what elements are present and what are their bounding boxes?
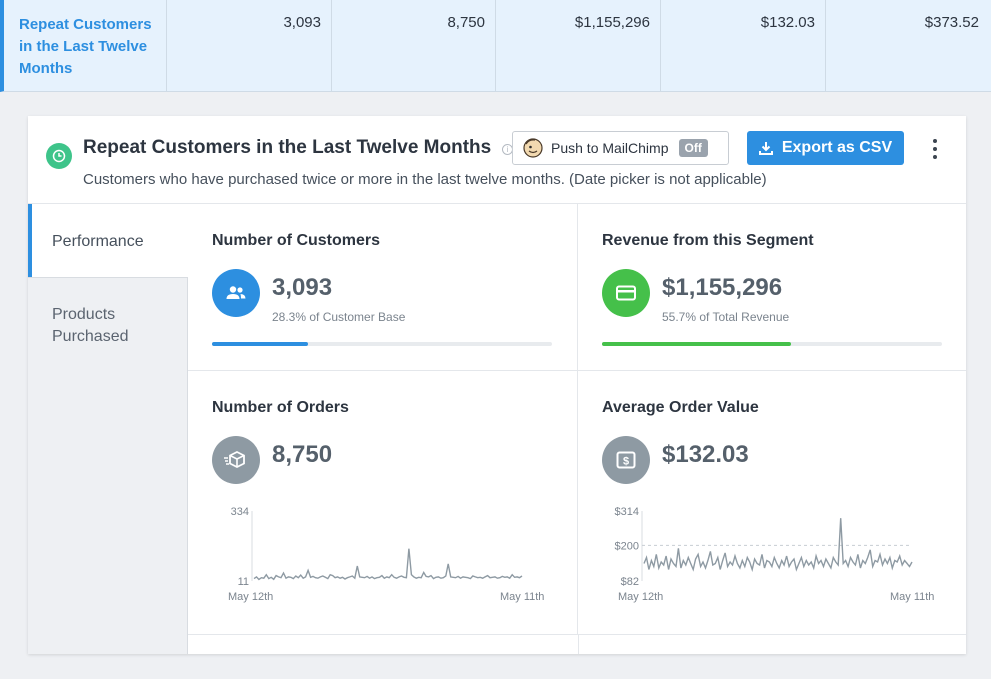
aov-sparkline: $314 $200 $82 May 12th May 11th bbox=[615, 506, 935, 603]
card-subtitle: Customers who have purchased twice or mo… bbox=[83, 171, 767, 188]
mailchimp-label: Push to MailChimp bbox=[551, 140, 669, 156]
customers-value: 3,093 bbox=[272, 274, 333, 301]
customers-note: 28.3% of Customer Base bbox=[272, 310, 406, 324]
card-title: Repeat Customers in the Last Twelve Mont… bbox=[83, 137, 492, 158]
export-csv-label: Export as CSV bbox=[781, 139, 893, 156]
orders-chart-series-line bbox=[253, 548, 523, 581]
segment-detail-card: Repeat Customers in the Last Twelve Mont… bbox=[28, 116, 966, 654]
svg-text:$: $ bbox=[623, 456, 629, 468]
shipping-box-icon bbox=[212, 436, 260, 484]
clock-icon bbox=[46, 143, 72, 169]
orders-chart-y-min-label: 11 bbox=[238, 576, 249, 588]
customers-cell: 3,093 bbox=[167, 0, 332, 91]
detail-sidebar: Performance Products Purchased bbox=[28, 204, 188, 654]
mailchimp-logo-icon bbox=[523, 138, 543, 158]
dollar-bill-icon: $ bbox=[602, 436, 650, 484]
tab-products-purchased[interactable]: Products Purchased bbox=[28, 277, 188, 654]
aov-panel: Average Order Value $ $132.03 $314 $200 $8… bbox=[578, 371, 966, 635]
revenue-cell: $1,155,296 bbox=[496, 0, 661, 91]
people-icon bbox=[212, 269, 260, 317]
customers-progress-track bbox=[212, 342, 552, 346]
tab-performance[interactable]: Performance bbox=[28, 204, 188, 277]
aov-chart-series-line bbox=[643, 518, 913, 573]
revenue-note: 55.7% of Total Revenue bbox=[662, 310, 790, 324]
export-csv-button[interactable]: Export as CSV bbox=[747, 131, 904, 165]
customers-title: Number of Customers bbox=[212, 232, 381, 249]
aov-cell: $132.03 bbox=[661, 0, 826, 91]
revenue-progress-track bbox=[602, 342, 942, 346]
orders-panel: Number of Orders 8,750 334 11 May 12th May … bbox=[188, 371, 578, 635]
segment-name-link[interactable]: Repeat Customers in the Last Twelve Mont… bbox=[4, 0, 167, 91]
aov-value: $132.03 bbox=[662, 441, 749, 468]
orders-cell: 8,750 bbox=[332, 0, 496, 91]
orders-chart-y-max-label: 334 bbox=[231, 506, 249, 518]
aov-chart-x-start-label: May 12th bbox=[618, 591, 663, 603]
orders-value: 8,750 bbox=[272, 441, 333, 468]
credit-card-icon bbox=[602, 269, 650, 317]
aov-chart-y-min-label: $82 bbox=[621, 576, 639, 588]
orders-chart-x-end-label: May 11th bbox=[500, 591, 544, 603]
customers-progress-fill bbox=[212, 342, 309, 346]
panel-bottom-row bbox=[188, 635, 966, 654]
revenue-value: $1,155,296 bbox=[662, 274, 783, 301]
mailchimp-toggle-state[interactable]: Off bbox=[678, 139, 708, 157]
orders-sparkline: 334 11 May 12th May 11th bbox=[228, 506, 544, 603]
segment-summary-row[interactable]: Repeat Customers in the Last Twelve Mont… bbox=[0, 0, 991, 92]
orders-chart-x-start-label: May 12th bbox=[228, 591, 273, 603]
revenue-progress-fill bbox=[602, 342, 792, 346]
aov-chart-y-max-label: $314 bbox=[615, 506, 639, 518]
clv-cell: $373.52 bbox=[924, 14, 979, 31]
push-to-mailchimp-button[interactable]: Push to MailChimp Off bbox=[512, 131, 729, 165]
download-icon bbox=[758, 142, 773, 155]
aov-chart-x-end-label: May 11th bbox=[890, 591, 934, 603]
revenue-panel: Revenue from this Segment $1,155,296 55.… bbox=[578, 204, 966, 371]
aov-title: Average Order Value bbox=[602, 399, 759, 416]
aov-chart-y-ref-label: $200 bbox=[615, 540, 639, 552]
more-options-icon[interactable] bbox=[927, 139, 943, 159]
customers-panel: Number of Customers 3,093 28.3% of Custo… bbox=[188, 204, 578, 371]
revenue-title: Revenue from this Segment bbox=[602, 232, 814, 249]
card-header: Repeat Customers in the Last Twelve Mont… bbox=[28, 116, 966, 204]
orders-title: Number of Orders bbox=[212, 399, 349, 416]
